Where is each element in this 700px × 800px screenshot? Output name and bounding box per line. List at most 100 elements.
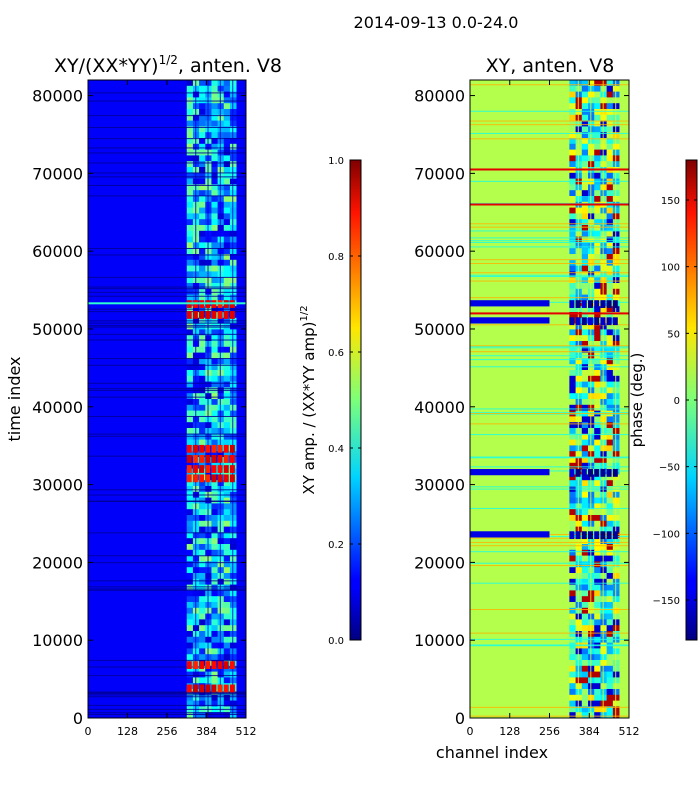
heatmap-high-cell (199, 465, 205, 473)
left-y-axis-label: time index (5, 356, 24, 441)
heatmap-cell (223, 364, 231, 371)
x-tick-label: 128 (117, 725, 138, 738)
heatmap-cell (199, 178, 206, 185)
heatmap-cell (211, 358, 219, 365)
heatmap-cell (211, 184, 219, 191)
heatmap-cell (186, 271, 194, 278)
heatmap-high-cell (229, 444, 235, 453)
heatmap-high-cell (223, 311, 229, 319)
heatmap-cell (211, 341, 219, 348)
heatmap-cell (581, 428, 589, 435)
heatmap-cell (594, 335, 601, 342)
heatmap-cell (223, 341, 231, 348)
heatmap-high-cell (217, 684, 223, 693)
heatmap-high-cell (588, 469, 593, 477)
heatmap-cell (594, 602, 601, 609)
heatmap-streak (470, 507, 629, 509)
heatmap-cell (223, 671, 231, 678)
heatmap-cell (186, 480, 194, 487)
heatmap-cell (581, 544, 589, 551)
heatmap-cell (569, 712, 576, 719)
heatmap-cell (569, 526, 576, 533)
heatmap-cell (594, 636, 601, 643)
y-tick-label: 40000 (414, 398, 465, 417)
heatmap-cell (569, 683, 576, 690)
heatmap-cell (199, 596, 206, 603)
heatmap-cell (569, 259, 576, 266)
heatmap-cell (581, 91, 589, 98)
heatmap-cell (606, 346, 614, 353)
heatmap-streak (470, 110, 629, 112)
heatmap-streak (470, 237, 629, 239)
heatmap-cell (594, 288, 601, 295)
heatmap-cell (581, 213, 589, 220)
heatmap-cell (223, 636, 231, 643)
heatmap-cell (211, 573, 219, 580)
heatmap-cell (606, 236, 614, 243)
heatmap-cell (569, 103, 576, 110)
heatmap-cell (569, 149, 576, 156)
heatmap-cell (581, 242, 589, 249)
heatmap-cell (199, 172, 206, 179)
heatmap-cell (199, 410, 206, 417)
heatmap-cell (569, 288, 576, 295)
heatmap-cell (223, 335, 231, 342)
heatmap-cell (223, 103, 231, 110)
heatmap-cell (569, 503, 576, 510)
heatmap-high-cell (186, 311, 192, 319)
heatmap-streak (470, 272, 629, 274)
heatmap-cell (581, 416, 589, 423)
heatmap-cell (211, 283, 219, 290)
heatmap-cell (606, 80, 614, 87)
heatmap-cell (594, 404, 601, 411)
heatmap-cell (186, 399, 194, 406)
heatmap-cell (186, 584, 194, 591)
heatmap-cell (581, 335, 589, 342)
heatmap-cell (186, 161, 194, 168)
heatmap-cell (569, 584, 576, 591)
heatmap-cell (223, 561, 231, 568)
heatmap-high-cell (223, 455, 229, 463)
heatmap-streak (88, 176, 246, 178)
y-tick-label: 30000 (32, 476, 83, 495)
heatmap-cell (186, 439, 194, 446)
heatmap-cell (581, 375, 589, 382)
heatmap-cell (223, 190, 231, 197)
heatmap-cell (581, 236, 589, 243)
heatmap-cell (199, 294, 206, 301)
heatmap-cell (223, 515, 231, 522)
colorbar-tick-label: 0.6 (328, 348, 344, 359)
heatmap-streak (470, 466, 629, 468)
heatmap-cell (594, 230, 601, 237)
heatmap-cell (606, 451, 614, 458)
heatmap-cell (186, 486, 194, 493)
heatmap-cell (186, 178, 194, 185)
heatmap-cell (199, 283, 206, 290)
heatmap-streak (88, 364, 246, 366)
heatmap-cell (581, 358, 589, 365)
heatmap-cell (581, 515, 589, 522)
heatmap-cell (569, 225, 576, 232)
heatmap-cell (223, 596, 231, 603)
y-tick-label: 0 (73, 709, 83, 728)
heatmap-cell (186, 143, 194, 150)
heatmap-cell (569, 283, 576, 290)
heatmap-streak (470, 551, 629, 553)
heatmap-cell (606, 225, 614, 232)
heatmap-streak (88, 586, 246, 588)
heatmap-cell (581, 462, 589, 469)
heatmap-cell (199, 573, 206, 580)
heatmap-cell (199, 590, 206, 597)
heatmap-streak (470, 124, 629, 126)
heatmap-cell (606, 445, 614, 452)
heatmap-high-cell (588, 300, 593, 308)
heatmap-cell (581, 259, 589, 266)
heatmap-cell (581, 283, 589, 290)
heatmap-cell (581, 619, 589, 626)
heatmap-cell (581, 631, 589, 638)
heatmap-cell (223, 538, 231, 545)
heatmap-cell (199, 335, 206, 342)
heatmap-cell (581, 97, 589, 104)
heatmap-cell (581, 526, 589, 533)
heatmap-cell (606, 312, 614, 319)
